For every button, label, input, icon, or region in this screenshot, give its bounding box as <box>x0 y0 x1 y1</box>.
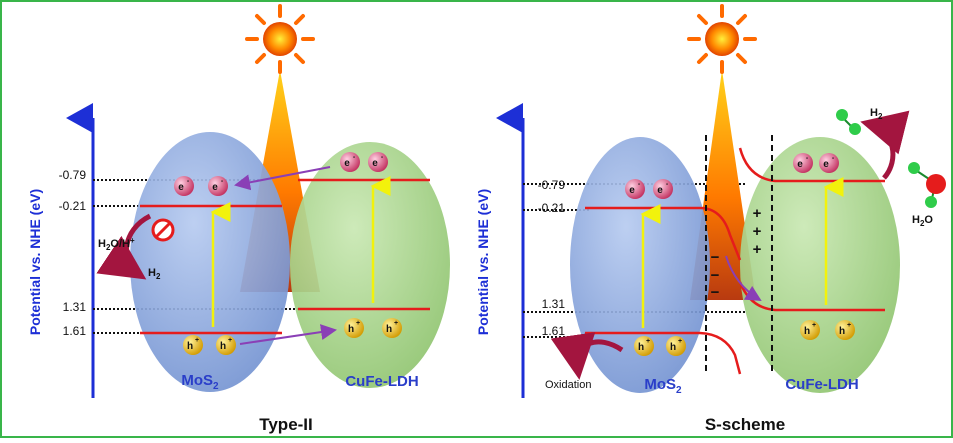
mos2-label: MoS2 <box>181 372 219 392</box>
hole: h + <box>382 318 402 338</box>
electron: e - <box>625 179 645 199</box>
cufe-ldh-label: CuFe-LDH <box>785 376 858 393</box>
hole: h + <box>183 335 203 355</box>
svg-text:e: e <box>344 158 350 169</box>
water-molecule-icon <box>908 162 946 208</box>
level-label: 1.61 <box>63 324 87 338</box>
hole: h + <box>634 336 654 356</box>
hole: h + <box>666 336 686 356</box>
positive-charge: + <box>753 205 762 222</box>
svg-text:+: + <box>356 320 360 327</box>
ldh-valence-band <box>738 281 885 312</box>
svg-text:+: + <box>646 338 650 345</box>
negative-charge: − <box>711 249 720 266</box>
oxidation-label: Oxidation <box>545 379 591 391</box>
electron: e - <box>174 176 194 196</box>
mos2-valence-band <box>585 331 742 375</box>
cufe-ldh-label: CuFe-LDH <box>345 373 418 390</box>
electron: e - <box>340 152 360 172</box>
electron: e - <box>653 179 673 199</box>
svg-text:h: h <box>187 341 193 352</box>
svg-text:+: + <box>228 337 232 344</box>
level-label: -0.21 <box>538 201 566 215</box>
svg-text:h: h <box>839 326 845 337</box>
svg-text:e: e <box>657 185 663 196</box>
svg-text:e: e <box>797 159 803 170</box>
mos2-label: MoS2 <box>644 376 682 396</box>
svg-text:+: + <box>812 322 816 329</box>
hole: h + <box>835 320 855 340</box>
svg-text:e: e <box>629 185 635 196</box>
level-label: 1.61 <box>542 324 566 338</box>
recombination-arrow <box>725 255 762 302</box>
svg-text:-: - <box>666 181 669 188</box>
mos2-conduction-band <box>585 206 742 261</box>
reduction-arrow <box>860 110 910 180</box>
svg-text:e: e <box>178 182 184 193</box>
hydrogen-molecule-icon <box>836 109 861 135</box>
hole: h + <box>216 335 236 355</box>
ldh-conduction-band <box>738 147 885 183</box>
panel-s-scheme: Potential vs. NHE (eV) -0.79 -0.21 1.31 … <box>475 4 946 434</box>
svg-text:-: - <box>638 181 641 188</box>
panel-title: Type-II <box>259 415 313 434</box>
positive-charge: + <box>753 223 762 240</box>
panel-type-ii: Potential vs. NHE (eV) -0.79 -0.21 1.31 … <box>27 4 450 434</box>
level-label: 1.31 <box>542 297 566 311</box>
reactant-label: H2O/H+ <box>98 236 135 252</box>
svg-text:+: + <box>847 322 851 329</box>
level-label: -0.21 <box>59 199 87 213</box>
svg-text:e: e <box>372 158 378 169</box>
hole: h + <box>344 318 364 338</box>
h2-label: H2 <box>870 107 883 121</box>
svg-text:+: + <box>678 338 682 345</box>
svg-text:-: - <box>221 178 224 185</box>
axis-label: Potential vs. NHE (eV) <box>475 189 491 335</box>
svg-text:h: h <box>670 342 676 353</box>
negative-charge: − <box>711 284 720 301</box>
electron-transfer-arrow <box>234 166 331 191</box>
svg-text:-: - <box>806 155 809 162</box>
svg-text:-: - <box>187 178 190 185</box>
mos2-particle <box>130 132 290 392</box>
mos2-particle <box>570 137 710 393</box>
hole-transfer-arrow <box>239 324 337 345</box>
water-label: H2O <box>912 214 933 228</box>
sun-icon <box>245 4 315 74</box>
svg-text:e: e <box>823 159 829 170</box>
product-label: H2 <box>148 267 161 281</box>
axis-label: Potential vs. NHE (eV) <box>27 189 43 335</box>
panel-title: S-scheme <box>705 415 785 434</box>
svg-text:-: - <box>832 155 835 162</box>
svg-text:h: h <box>386 324 392 335</box>
electron: e - <box>819 153 839 173</box>
level-label: 1.31 <box>63 300 87 314</box>
svg-text:h: h <box>638 342 644 353</box>
electron: e - <box>208 176 228 196</box>
prohibited-icon <box>151 218 175 242</box>
negative-charge: − <box>711 267 720 284</box>
positive-charge: + <box>753 241 762 258</box>
svg-text:-: - <box>381 154 384 161</box>
electron: e - <box>793 153 813 173</box>
svg-text:+: + <box>394 320 398 327</box>
cufe-ldh-particle <box>740 137 900 393</box>
svg-text:h: h <box>220 341 226 352</box>
svg-text:+: + <box>195 337 199 344</box>
hole: h + <box>800 320 820 340</box>
oxidation-arrow <box>550 332 624 380</box>
svg-text:-: - <box>353 154 356 161</box>
reduction-arrow <box>96 213 152 280</box>
svg-text:h: h <box>348 324 354 335</box>
sun-icon <box>687 4 757 74</box>
level-label: -0.79 <box>59 168 87 182</box>
electron: e - <box>368 152 388 172</box>
svg-text:e: e <box>212 182 218 193</box>
svg-text:h: h <box>804 326 810 337</box>
